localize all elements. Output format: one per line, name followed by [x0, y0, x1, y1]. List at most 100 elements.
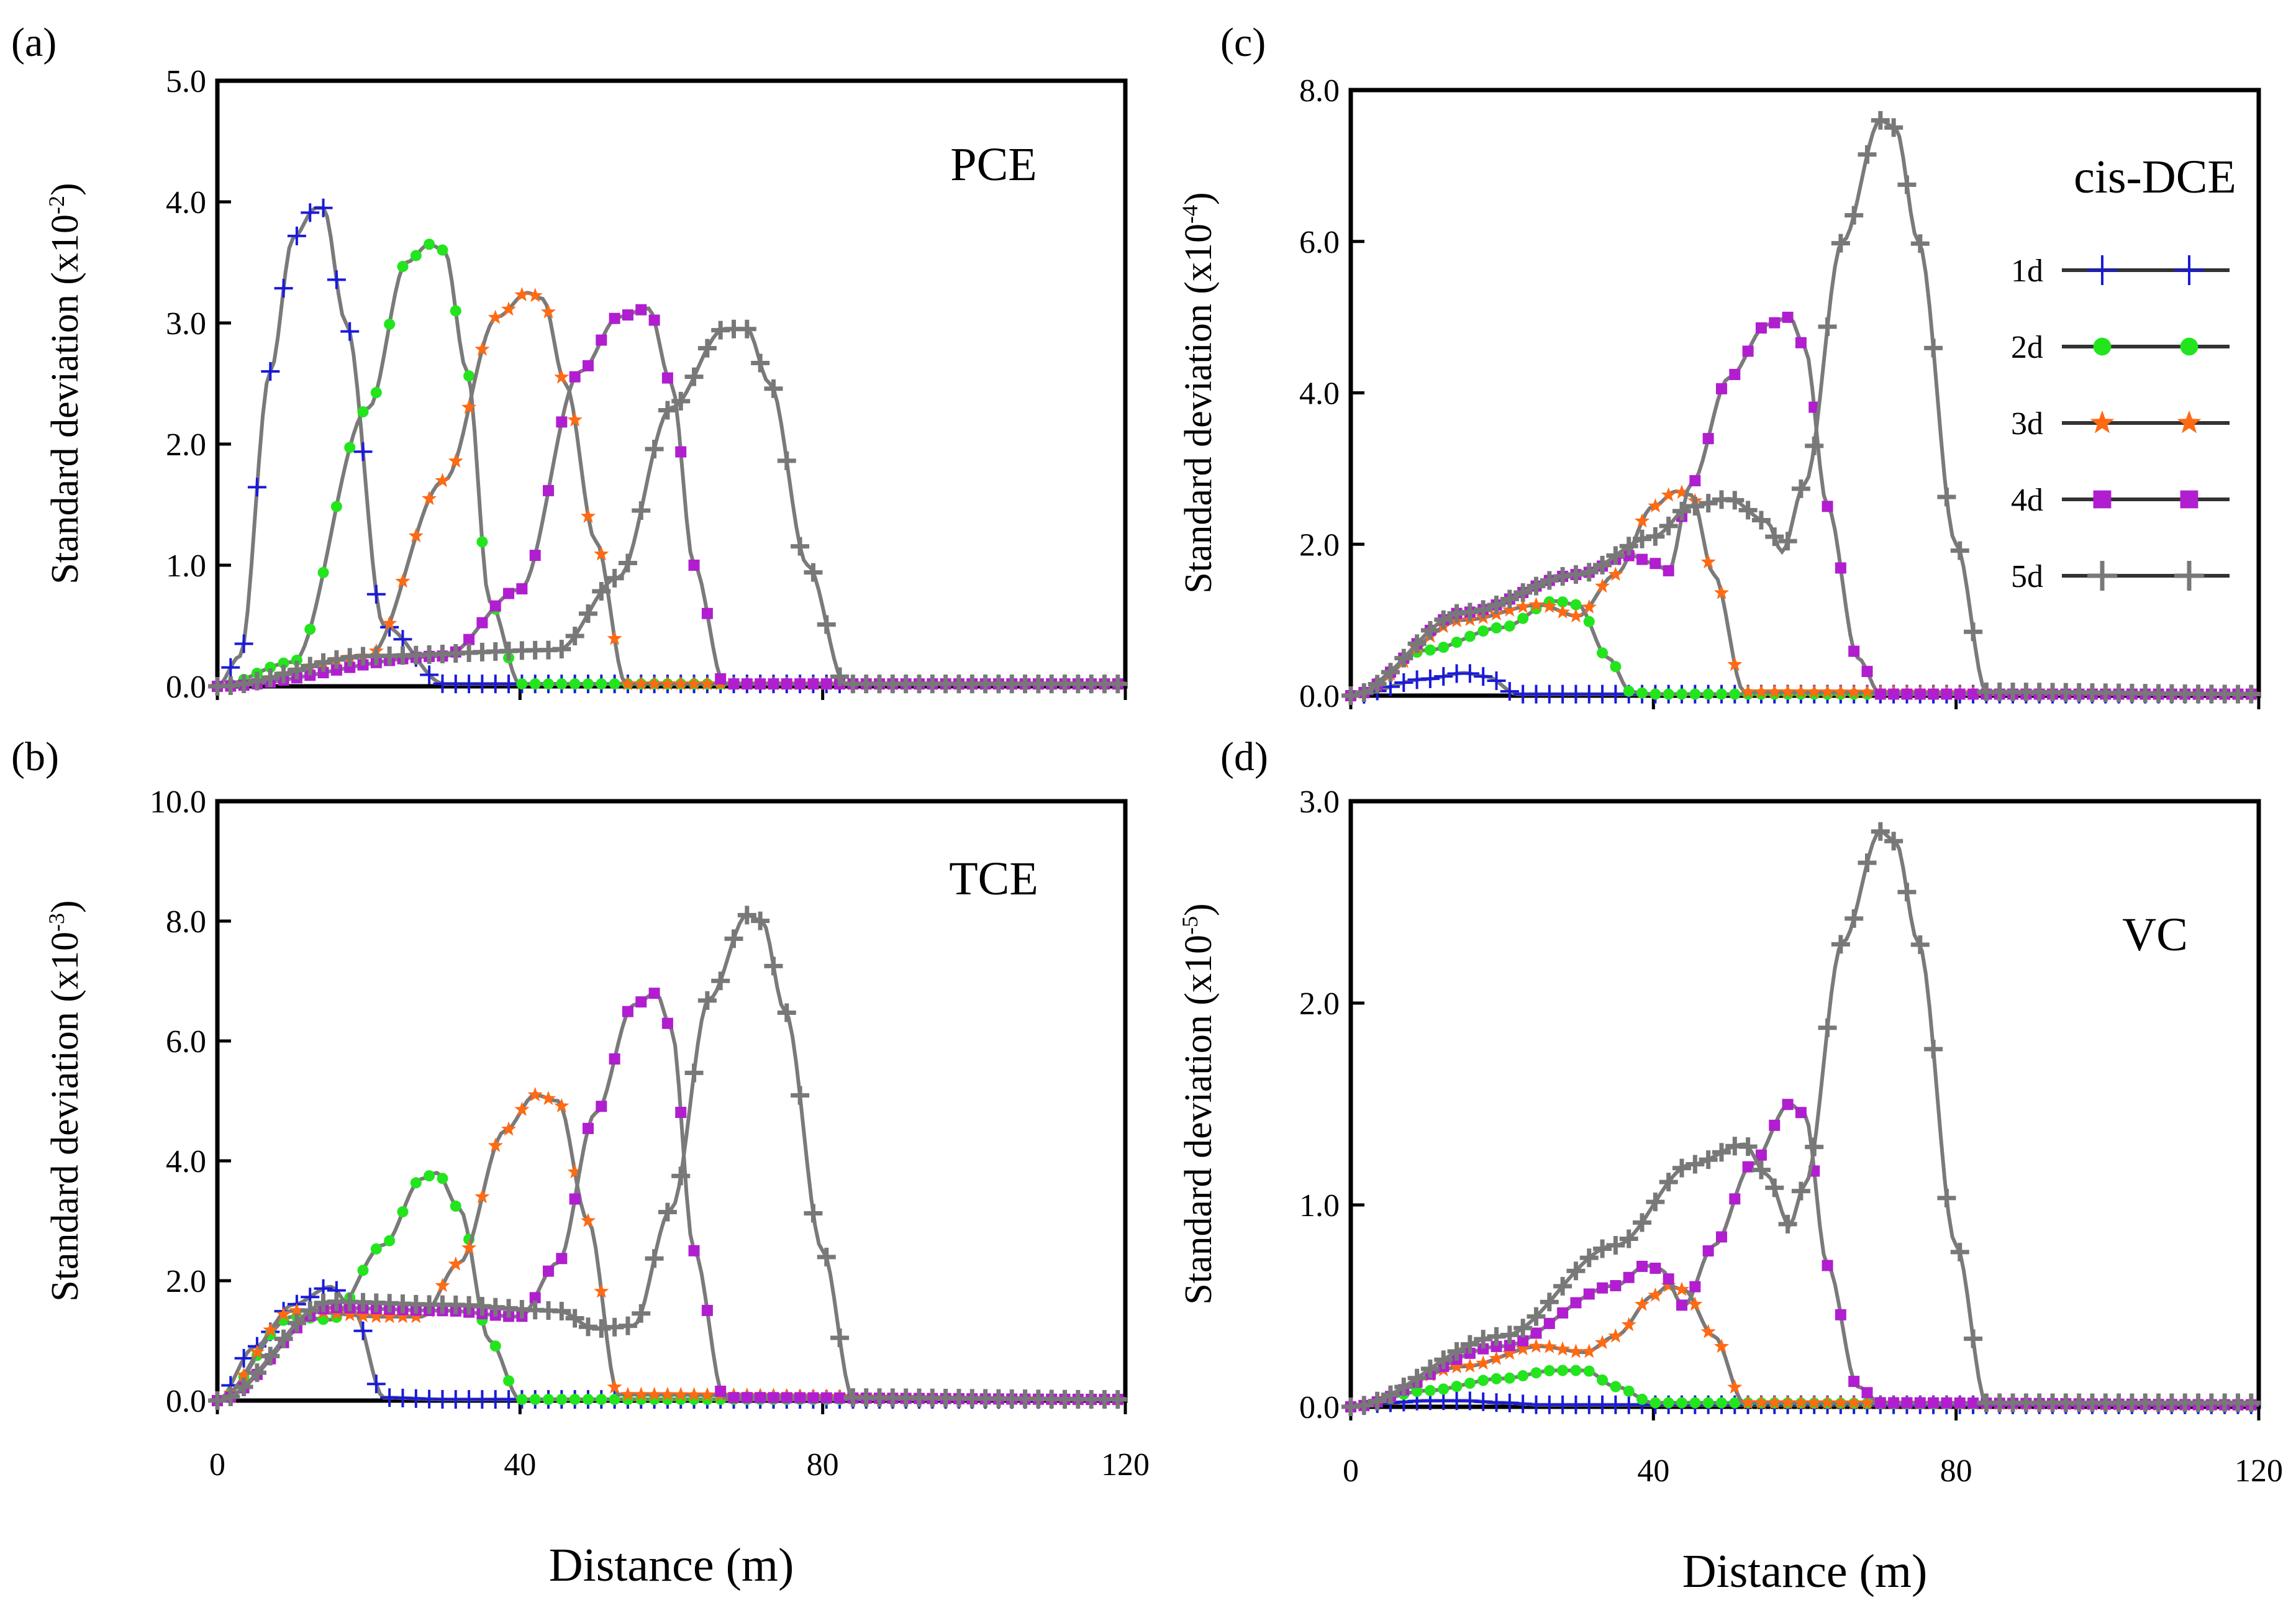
point-3d [435, 1278, 450, 1293]
point-1d [234, 1348, 253, 1368]
point-1d [1500, 682, 1519, 701]
legend-marker [2090, 410, 2115, 434]
point-3d [607, 630, 622, 645]
point-4d [1769, 317, 1781, 329]
point-5d [1500, 1325, 1519, 1345]
point-4d [556, 1253, 568, 1265]
point-3d [1621, 1317, 1636, 1332]
point-5d [1474, 1330, 1493, 1349]
point-5d [1500, 589, 1519, 609]
point-2d [1557, 1365, 1569, 1376]
plot-frame [1348, 799, 2261, 1409]
point-3d [699, 1387, 715, 1402]
point-2d [1663, 1397, 1674, 1409]
point-3d [276, 1306, 291, 1321]
point-5d [1659, 1173, 1678, 1192]
point-2d [516, 1394, 528, 1406]
y-tick-label: 0.0 [166, 670, 206, 705]
y-tick-label: 1.0 [166, 548, 206, 584]
legend-marker [2180, 337, 2198, 356]
point-5d [1646, 1193, 1665, 1212]
legend-marker [2087, 255, 2117, 285]
point-3d [607, 1379, 622, 1394]
point-5d [1831, 935, 1850, 954]
point-3d [488, 309, 503, 324]
point-4d [820, 678, 832, 690]
point-5d [1354, 1396, 1374, 1415]
point-5d [724, 929, 743, 948]
point-5d [791, 1086, 810, 1105]
point-2d [397, 1206, 409, 1218]
series-line-3d [1350, 489, 2259, 697]
point-5d [658, 401, 677, 420]
y-tick-label: 5.0 [166, 64, 206, 99]
legend-marker [2093, 337, 2112, 356]
legend-item-2d: 2d [2011, 330, 2230, 365]
point-5d [1368, 1391, 1387, 1411]
point-4d [1729, 368, 1741, 380]
point-2d [1636, 1393, 1648, 1405]
chart-title: PCE [950, 139, 1037, 191]
point-2d [437, 244, 448, 256]
point-3d [395, 573, 411, 588]
point-3d [474, 341, 490, 356]
point-4d [1954, 1397, 1966, 1409]
point-3d [408, 1309, 424, 1324]
point-4d [1914, 688, 1926, 700]
point-2d [1663, 688, 1674, 700]
point-3d [1793, 1394, 1808, 1409]
point-4d [582, 1122, 594, 1134]
point-3d [1489, 1350, 1504, 1365]
point-5d [817, 615, 836, 634]
point-2d [1504, 620, 1515, 632]
point-3d [342, 1307, 358, 1322]
point-4d [675, 446, 687, 458]
point-5d [1593, 1239, 1612, 1258]
y-tick-label: 2.0 [166, 1264, 206, 1299]
y-axis-label-close: ) [1177, 903, 1220, 916]
point-4d [807, 678, 819, 690]
legend-marker [2177, 410, 2202, 434]
point-3d [1767, 684, 1782, 699]
legend-item-4d: 4d [2011, 483, 2230, 518]
point-5d [764, 379, 783, 398]
point-2d [543, 678, 555, 690]
y-tick-label: 2.0 [166, 427, 206, 463]
point-3d [1793, 684, 1808, 699]
point-2d [437, 1173, 448, 1184]
point-5d [1964, 622, 1983, 642]
point-5d [1897, 883, 1917, 902]
point-4d [755, 1392, 766, 1404]
y-tick-label: 8.0 [1299, 73, 1340, 109]
y-axis-label: Standard deviation (x10-2) [44, 183, 86, 584]
y-axis-label-close: ) [44, 183, 86, 196]
point-2d [278, 657, 289, 669]
point-2d [1729, 688, 1741, 700]
x-tick-label: 120 [2235, 1453, 2283, 1489]
point-4d [1557, 1307, 1569, 1319]
point-4d [529, 550, 541, 561]
point-4d [1941, 688, 1953, 700]
point-3d [289, 1302, 305, 1317]
point-3d [1846, 1395, 1862, 1410]
point-4d [1636, 1260, 1648, 1272]
point-4d [1782, 1099, 1794, 1111]
point-1d [247, 478, 266, 497]
point-3d [461, 1240, 477, 1255]
point-5d [1805, 436, 1824, 455]
point-3d [1555, 604, 1571, 619]
point-2d [556, 1394, 568, 1406]
point-3d [1568, 1343, 1584, 1358]
point-5d [1646, 527, 1665, 546]
point-4d [781, 678, 792, 690]
point-2d [1689, 688, 1701, 700]
point-3d [673, 1386, 689, 1401]
y-tick-label: 4.0 [166, 185, 206, 220]
point-4d [741, 678, 753, 690]
point-5d [751, 353, 770, 373]
legend: 1d 2d 3d 4d 5d [2011, 253, 2230, 594]
point-3d [408, 528, 424, 543]
point-5d [1791, 479, 1810, 498]
point-3d [249, 1344, 265, 1359]
point-5d [618, 1316, 637, 1335]
